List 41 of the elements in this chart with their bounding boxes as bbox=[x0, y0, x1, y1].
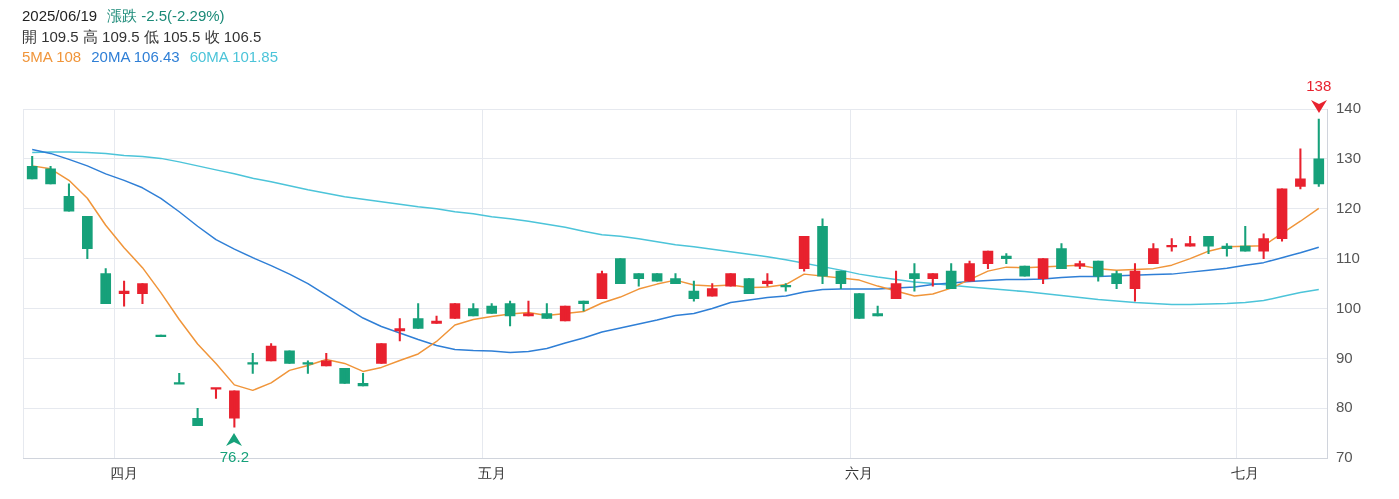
y-tick-label: 90 bbox=[1335, 348, 1353, 366]
candlestick bbox=[743, 278, 755, 294]
candlestick bbox=[615, 258, 626, 284]
candlestick bbox=[725, 273, 736, 287]
text: 20MA 106.43 bbox=[91, 48, 180, 65]
text: 開 109.5 高 109.5 低 105.5 收 106.5 bbox=[22, 27, 262, 45]
candlestick bbox=[1184, 235, 1196, 247]
candlestick bbox=[853, 293, 865, 319]
y-tick-label: 110 bbox=[1335, 248, 1360, 266]
candlestick bbox=[927, 273, 939, 287]
text: 60MA 101.85 bbox=[189, 48, 279, 65]
candlestick bbox=[339, 368, 350, 384]
x-tick-label: 七月 bbox=[1231, 465, 1260, 482]
y-tick-label: 130 bbox=[1335, 149, 1361, 167]
candlestick bbox=[1019, 265, 1031, 277]
candlestick bbox=[909, 263, 920, 292]
candlestick bbox=[302, 360, 314, 374]
y-tick-label: 120 bbox=[1335, 198, 1361, 216]
candlestick bbox=[449, 303, 461, 319]
y-tick-label: 140 bbox=[1335, 99, 1361, 117]
candlestick bbox=[173, 373, 185, 385]
annotation: 76.2 bbox=[219, 448, 249, 466]
y-tick-label: 100 bbox=[1335, 298, 1361, 316]
candlestick bbox=[247, 353, 259, 374]
chart-subtitle: 漲跌 -2.5(-2.29%) bbox=[107, 7, 225, 24]
candlestick bbox=[1258, 233, 1269, 259]
candlestick bbox=[651, 273, 663, 282]
text: 5MA 108 bbox=[22, 48, 82, 65]
y-tick-label: 70 bbox=[1335, 448, 1353, 466]
candlestick bbox=[284, 350, 295, 364]
x-tick-label: 四月 bbox=[110, 465, 139, 482]
x-tick-label: 六月 bbox=[845, 465, 874, 482]
chart-title: 2025/06/19 bbox=[22, 7, 98, 24]
x-tick-label: 五月 bbox=[477, 465, 506, 482]
candlestick bbox=[559, 305, 571, 322]
candlestick bbox=[376, 343, 387, 364]
y-tick-label: 80 bbox=[1335, 398, 1353, 416]
candlestick bbox=[1239, 225, 1251, 252]
candlestick bbox=[541, 303, 553, 319]
candlestick bbox=[633, 273, 645, 287]
annotation: 138 bbox=[1306, 77, 1332, 95]
